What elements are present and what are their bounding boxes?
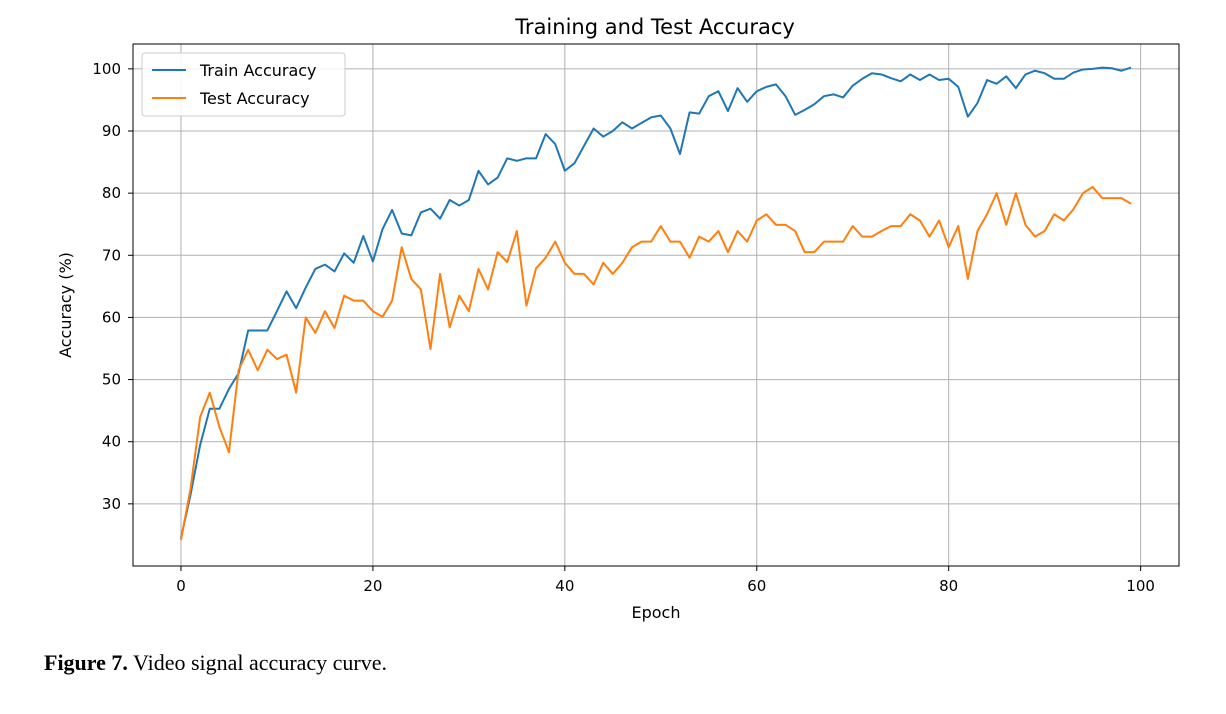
- series-layer: [179, 66, 1132, 541]
- legend-box: [141, 52, 346, 117]
- legend-label-train: Train Accuracy: [199, 61, 317, 80]
- plot-frame: [132, 43, 1180, 567]
- y-axis-label: Accuracy (%): [56, 252, 75, 358]
- y-tick-label: 50: [102, 371, 121, 389]
- figure-caption: Figure 7. Video signal accuracy curve.: [44, 650, 387, 676]
- caption-label: Figure 7.: [44, 650, 128, 675]
- x-tick-label: 40: [555, 577, 574, 595]
- legend-label-test: Test Accuracy: [199, 89, 310, 108]
- y-tick-label: 100: [92, 60, 121, 78]
- x-axis-label: Epoch: [632, 603, 681, 622]
- y-tick-label: 60: [102, 308, 121, 326]
- y-tick-label: 40: [102, 433, 121, 451]
- x-tick-label: 0: [176, 577, 186, 595]
- test-accuracy-line: [179, 185, 1132, 541]
- y-tick-label: 90: [102, 122, 121, 140]
- train-accuracy-line: [180, 66, 1132, 539]
- x-tick-label: 20: [363, 577, 382, 595]
- x-tick-label: 60: [747, 577, 766, 595]
- chart-title: Training and Test Accuracy: [514, 15, 795, 39]
- y-tick-label: 30: [102, 495, 121, 513]
- caption-text: Video signal accuracy curve.: [127, 650, 388, 675]
- legend: Train Accuracy Test Accuracy: [141, 52, 346, 117]
- y-tick-label: 70: [102, 246, 121, 264]
- x-tick-label: 80: [939, 577, 958, 595]
- y-tick-label: 80: [102, 184, 121, 202]
- tick-layer: 0 20 40 60 80 100 30 40 50 60 70 80 90 100: [92, 60, 1155, 595]
- grid-lines: [133, 44, 1179, 566]
- x-tick-label: 100: [1126, 577, 1155, 595]
